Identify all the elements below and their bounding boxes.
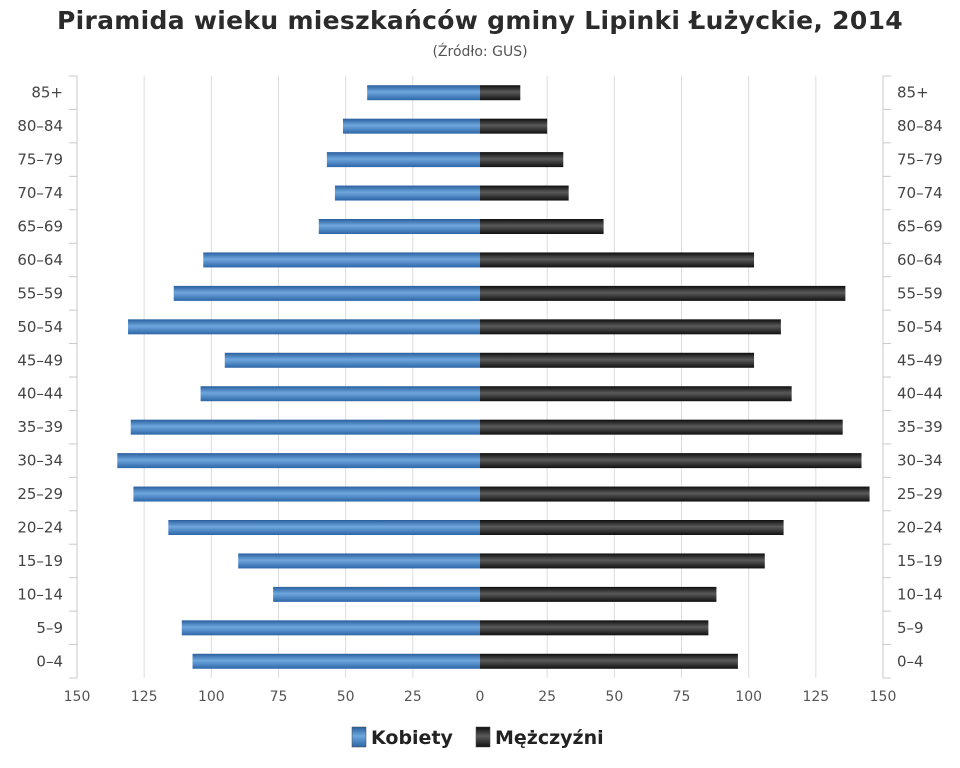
bar-men: [480, 553, 765, 569]
category-label-right: 0–4: [897, 652, 924, 670]
legend-item-women[interactable]: Kobiety: [351, 726, 454, 749]
legend-item-men[interactable]: Mężczyźni: [475, 726, 604, 749]
category-label-right: 70–74: [897, 184, 943, 202]
axis-labels: 150 125 100 75 50 25 0 25 50 75 100 125 150 85+ 85+ 80–…: [17, 84, 942, 705]
x-tick-label: 0: [476, 689, 485, 705]
category-label-right: 5–9: [897, 619, 924, 637]
category-label-left: 45–49: [17, 351, 63, 369]
bar-women: [133, 486, 481, 502]
bar-women: [326, 152, 480, 168]
category-label-left: 30–34: [17, 452, 63, 470]
chart-title: Piramida wieku mieszkańców gminy Lipinki…: [57, 6, 903, 35]
category-label-left: 10–14: [17, 585, 63, 603]
bar-men: [480, 285, 846, 301]
x-tick-label: 25: [404, 689, 422, 705]
x-tick-label: 125: [131, 689, 158, 705]
axes: [69, 75, 891, 679]
x-tick-label: 75: [673, 689, 691, 705]
bar-women: [342, 118, 480, 134]
legend-swatch: [351, 726, 367, 748]
bar-women: [334, 185, 480, 201]
legend-swatch: [475, 726, 491, 748]
bar-women: [367, 85, 480, 101]
category-label-left: 70–74: [17, 184, 63, 202]
category-label-right: 45–49: [897, 351, 943, 369]
category-label-left: 55–59: [17, 284, 63, 302]
bar-women: [181, 620, 480, 636]
bar-men: [480, 319, 781, 335]
chart-subtitle: (Źródło: GUS): [432, 44, 528, 60]
category-label-left: 50–54: [17, 318, 63, 336]
bar-men: [480, 118, 548, 134]
bar-men: [480, 252, 755, 268]
category-label-left: 15–19: [17, 552, 63, 570]
bar-women: [192, 653, 480, 669]
category-label-right: 75–79: [897, 151, 943, 169]
bar-women: [173, 285, 480, 301]
category-label-left: 25–29: [17, 485, 63, 503]
bar-men: [480, 219, 604, 234]
category-label-left: 65–69: [17, 218, 63, 236]
category-label-left: 5–9: [36, 619, 63, 637]
x-tick-label: 125: [802, 689, 829, 705]
bar-women: [203, 252, 481, 268]
category-label-right: 60–64: [897, 251, 943, 269]
legend-label: Mężczyźni: [495, 727, 604, 749]
bar-women: [318, 219, 480, 234]
category-label-right: 25–29: [897, 485, 943, 503]
bar-women: [128, 319, 480, 335]
x-tick-label: 50: [337, 689, 355, 705]
category-label-right: 15–19: [897, 552, 943, 570]
x-tick-label: 75: [270, 689, 288, 705]
bar-women: [273, 586, 480, 602]
category-label-right: 55–59: [897, 284, 943, 302]
category-label-left: 40–44: [17, 385, 63, 403]
bar-men: [480, 486, 870, 502]
category-label-right: 35–39: [897, 418, 943, 436]
category-label-right: 30–34: [897, 452, 943, 470]
bar-men: [480, 352, 755, 368]
bar-women: [224, 352, 480, 368]
category-label-left: 80–84: [17, 117, 63, 135]
category-label-right: 85+: [897, 84, 929, 102]
x-tick-label: 150: [870, 689, 897, 705]
bar-women: [130, 419, 480, 435]
bar-men: [480, 419, 843, 435]
category-label-left: 85+: [31, 84, 63, 102]
bar-women: [200, 386, 480, 402]
category-label-right: 40–44: [897, 385, 943, 403]
bar-men: [480, 152, 564, 168]
bar-women: [168, 520, 480, 535]
legend: Kobiety Mężczyźni: [351, 726, 604, 749]
bars: [117, 85, 870, 669]
category-label-left: 20–24: [17, 519, 63, 537]
bar-women: [238, 553, 480, 569]
bar-men: [480, 653, 738, 669]
bar-men: [480, 185, 569, 201]
category-label-left: 35–39: [17, 418, 63, 436]
bar-men: [480, 620, 709, 636]
category-label-right: 80–84: [897, 117, 943, 135]
x-tick-label: 100: [198, 689, 225, 705]
x-tick-label: 50: [605, 689, 623, 705]
legend-label: Kobiety: [371, 727, 454, 749]
category-label-right: 65–69: [897, 218, 943, 236]
category-label-left: 60–64: [17, 251, 63, 269]
category-label-right: 50–54: [897, 318, 943, 336]
category-label-right: 10–14: [897, 585, 943, 603]
bar-men: [480, 386, 792, 402]
bar-men: [480, 85, 521, 101]
category-label-left: 0–4: [36, 652, 63, 670]
category-label-right: 20–24: [897, 519, 943, 537]
x-tick-label: 25: [538, 689, 556, 705]
x-tick-label: 100: [735, 689, 762, 705]
bar-men: [480, 520, 784, 535]
bar-men: [480, 586, 717, 602]
category-label-left: 75–79: [17, 151, 63, 169]
bar-women: [117, 453, 481, 469]
bar-men: [480, 453, 862, 469]
x-tick-label: 150: [64, 689, 91, 705]
